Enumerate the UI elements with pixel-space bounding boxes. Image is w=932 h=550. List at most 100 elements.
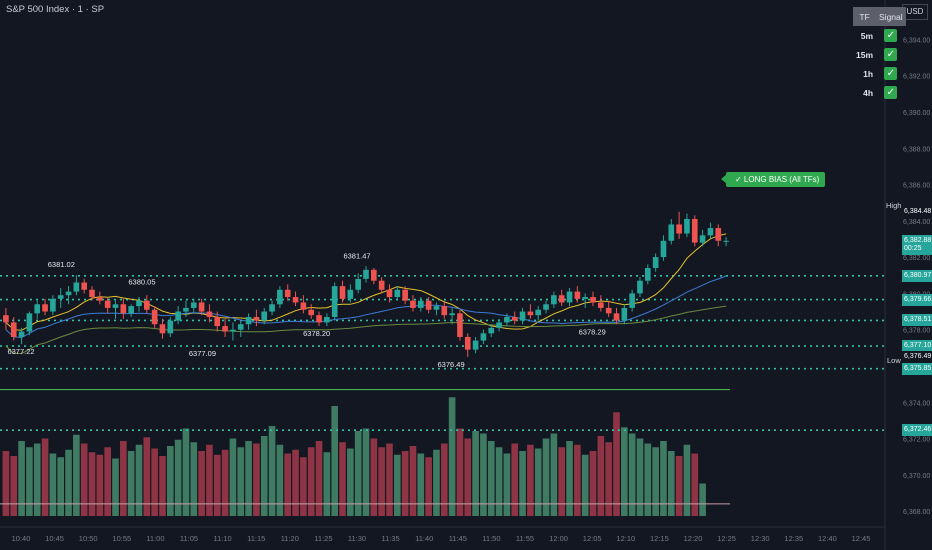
volume-bar <box>18 441 25 516</box>
candle-body <box>590 297 596 303</box>
y-tick-label: 6,394.00 <box>903 37 930 44</box>
candle-body <box>120 304 127 314</box>
candle-body <box>3 315 9 323</box>
volume-bar <box>495 447 503 516</box>
candle-body <box>316 315 322 323</box>
candle-body <box>574 291 581 299</box>
x-tick-label: 12:30 <box>751 534 770 543</box>
x-tick-label: 12:05 <box>583 534 602 543</box>
volume-bar <box>260 436 268 516</box>
volume-bar <box>370 438 378 516</box>
x-tick-label: 11:45 <box>449 534 467 543</box>
candle-body <box>723 240 729 242</box>
volume-bar <box>691 453 699 516</box>
x-tick-label: 10:55 <box>112 534 131 543</box>
symbol-title[interactable]: S&P 500 Index · 1 · SP <box>6 4 105 15</box>
volume-bar <box>425 457 432 516</box>
candle-body <box>159 324 166 334</box>
moving-average-trend <box>5 305 727 355</box>
x-tick-label: 11:40 <box>415 534 433 543</box>
volume-bar <box>268 426 276 516</box>
candle-body <box>684 219 690 234</box>
candle-body <box>410 300 416 308</box>
candle-body <box>183 307 189 312</box>
volume-bar <box>41 438 49 516</box>
signal-table: TF Signal 5m ✓ 15m ✓ 1h ✓ 4h ✓ <box>853 7 906 102</box>
volume-bar <box>472 431 479 516</box>
price-tag: 6,377.10 <box>902 340 932 352</box>
candle-body <box>308 309 315 316</box>
candle-body <box>699 235 706 243</box>
candle-body <box>128 306 134 314</box>
volume-bar <box>237 447 245 516</box>
volume-bar <box>104 447 111 516</box>
candle-body <box>253 316 260 321</box>
volume-bar <box>331 406 339 516</box>
volume-bar <box>605 442 612 516</box>
signal-table-header-signal: Signal <box>876 7 906 26</box>
candle-body <box>378 280 385 290</box>
x-tick-label: 10:50 <box>79 534 98 543</box>
y-tick-label: 6,382.00 <box>903 255 930 262</box>
candle-body <box>190 302 197 308</box>
candle-body <box>644 268 651 281</box>
candle-body <box>42 304 48 312</box>
candle-body <box>676 224 682 234</box>
candle-body <box>566 291 573 303</box>
price-tag: 6,379.66 <box>902 293 932 306</box>
volume-bar <box>378 447 385 516</box>
signal-table-header-tf: TF <box>853 7 877 26</box>
currency-button[interactable]: USD <box>902 4 928 20</box>
volume-bar <box>675 456 683 516</box>
volume-bar <box>566 441 573 516</box>
volume-bar <box>174 439 182 516</box>
volume-bar <box>597 436 605 516</box>
y-tick-label: 6,390.00 <box>903 110 930 117</box>
volume-bar <box>480 433 487 516</box>
candle-body <box>425 300 432 310</box>
x-tick-label: 11:15 <box>247 534 265 543</box>
candle-body <box>535 309 542 316</box>
candle-body <box>237 324 244 330</box>
candle-body <box>292 297 299 303</box>
check-icon: ✓ <box>884 86 898 99</box>
volume-bar <box>464 438 472 516</box>
volume-bar <box>511 443 519 516</box>
y-tick-label: 6,386.00 <box>903 183 930 190</box>
check-icon: ✓ <box>884 48 898 61</box>
volume-bar <box>315 441 323 516</box>
volume-bar <box>613 412 620 516</box>
volume-bar <box>487 441 495 516</box>
candle-body <box>504 316 510 323</box>
candle-body <box>261 311 268 321</box>
volume-bar <box>339 442 346 516</box>
candle-body <box>629 293 635 308</box>
x-tick-label: 12:00 <box>549 534 568 543</box>
candle-body <box>97 297 103 301</box>
volume-bar <box>206 444 213 516</box>
y-tick-label: 6,378.00 <box>903 328 930 335</box>
x-tick-label: 12:20 <box>684 534 703 543</box>
x-tick-label: 11:50 <box>482 534 500 543</box>
x-tick-label: 11:10 <box>213 534 231 543</box>
candle-body <box>65 291 72 296</box>
x-tick-label: 11:55 <box>516 534 534 543</box>
candle-body <box>18 331 25 337</box>
volume-bar <box>80 443 88 516</box>
high-label: High <box>886 201 902 210</box>
volume-bar <box>558 447 566 516</box>
moving-average-fast <box>5 233 727 331</box>
candle-body <box>519 311 526 321</box>
x-tick-label: 12:40 <box>818 534 837 543</box>
candle-body <box>73 282 80 292</box>
candle-body <box>637 280 643 294</box>
signal-row-tf: 1h <box>863 68 874 79</box>
volume-bar <box>527 444 534 516</box>
candle-body <box>652 257 659 268</box>
volume-bar <box>354 431 362 516</box>
swing-label: 6377.09 <box>189 349 216 358</box>
price-tag: 6,384.48 <box>902 206 932 219</box>
candle-body <box>339 286 346 299</box>
